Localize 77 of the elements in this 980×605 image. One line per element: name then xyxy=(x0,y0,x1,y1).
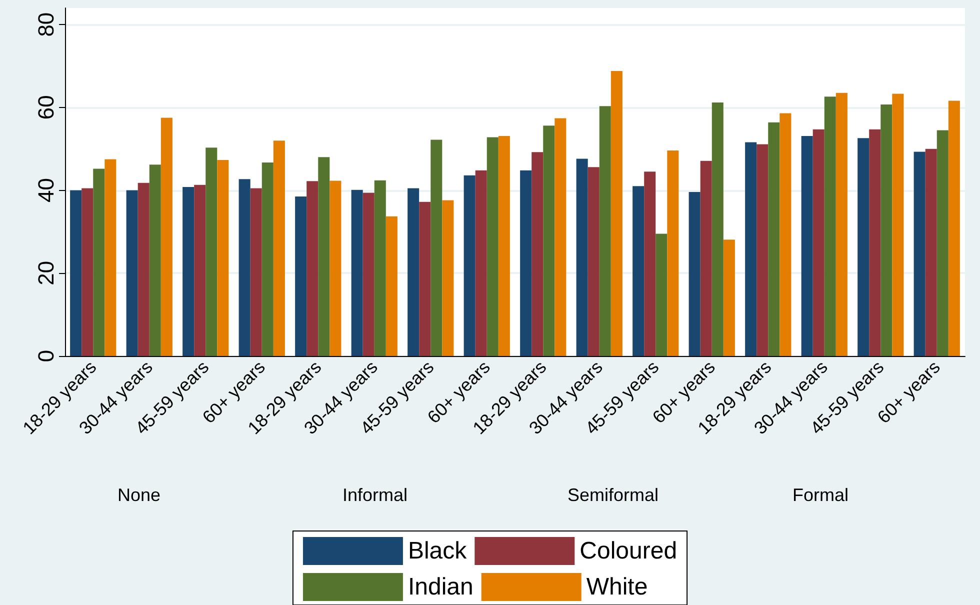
bar xyxy=(532,152,544,356)
legend-label: Indian xyxy=(408,574,474,600)
bar xyxy=(374,180,386,356)
bar xyxy=(880,104,892,356)
bar xyxy=(408,188,420,356)
bar xyxy=(206,148,218,356)
bar xyxy=(273,140,285,356)
bar xyxy=(194,184,206,356)
bar xyxy=(780,113,792,356)
bar xyxy=(745,142,757,356)
bar xyxy=(543,126,555,356)
bar xyxy=(632,186,644,356)
bar xyxy=(262,162,274,356)
bar xyxy=(554,118,566,356)
bar xyxy=(892,94,904,356)
bar xyxy=(925,148,937,356)
bar xyxy=(723,240,735,356)
bar xyxy=(475,170,487,356)
bar xyxy=(858,138,870,356)
bar xyxy=(217,160,229,356)
bar xyxy=(936,130,948,356)
y-tick-label: 20 xyxy=(34,260,58,286)
bar xyxy=(712,102,724,356)
text: Semiformal xyxy=(568,485,659,505)
bar xyxy=(138,182,150,356)
bar xyxy=(82,188,94,356)
bar xyxy=(104,159,116,356)
legend-label: White xyxy=(586,574,648,600)
y-tick-label: 60 xyxy=(34,95,58,120)
text: Formal xyxy=(792,485,849,505)
bar xyxy=(93,168,105,356)
bar xyxy=(442,200,454,356)
bar xyxy=(149,164,161,356)
bar xyxy=(295,196,307,356)
bar xyxy=(70,190,82,356)
bar xyxy=(812,129,824,356)
bar xyxy=(768,122,780,356)
bar xyxy=(576,158,588,356)
bar xyxy=(430,140,442,356)
bar xyxy=(914,152,926,356)
bar xyxy=(238,179,250,356)
text: Informal xyxy=(342,485,408,505)
bar xyxy=(386,216,398,356)
bar xyxy=(362,192,374,356)
bar xyxy=(756,144,768,356)
y-tick-label: 80 xyxy=(34,12,58,37)
bar xyxy=(306,181,318,356)
legend-label: Coloured xyxy=(580,538,678,564)
bar xyxy=(667,150,679,356)
bar xyxy=(656,234,668,356)
bar xyxy=(948,100,960,356)
bar xyxy=(486,137,498,356)
bar xyxy=(588,167,600,356)
bar xyxy=(700,160,712,356)
y-tick-label: 40 xyxy=(34,178,58,203)
bar xyxy=(688,192,700,356)
bar xyxy=(351,190,363,356)
bar xyxy=(836,92,848,356)
bar xyxy=(419,202,431,356)
bar xyxy=(182,186,194,356)
bar xyxy=(498,136,510,356)
bar xyxy=(126,190,138,356)
bar xyxy=(599,106,611,356)
bar xyxy=(250,188,262,356)
y-tick-label: 0 xyxy=(34,350,58,362)
legend-label: Black xyxy=(408,538,468,564)
bar xyxy=(520,170,532,356)
text: None xyxy=(118,485,161,505)
bar xyxy=(801,136,813,356)
bar xyxy=(160,118,172,356)
bar xyxy=(610,70,622,356)
bar xyxy=(330,180,342,356)
bar xyxy=(824,96,836,356)
bar xyxy=(318,157,330,356)
bar xyxy=(644,172,656,356)
bar xyxy=(464,175,476,356)
bar xyxy=(869,129,881,356)
